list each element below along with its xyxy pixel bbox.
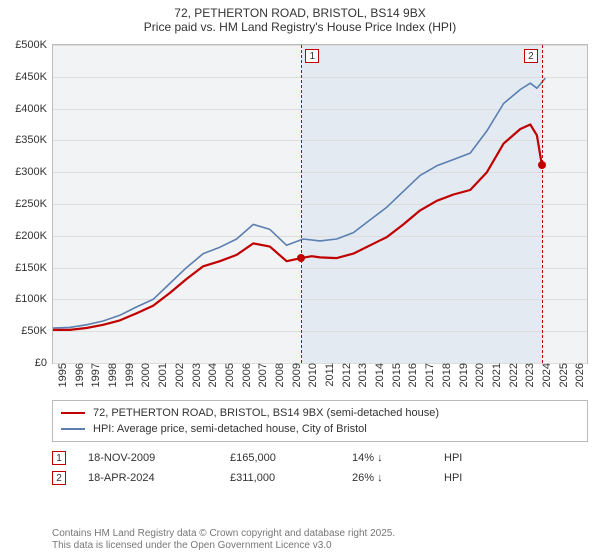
- x-axis-label: 1996: [74, 363, 86, 391]
- events-table: 1 18-NOV-2009 £165,000 14% HPI 2 18-APR-…: [52, 448, 588, 488]
- x-axis-label: 2024: [541, 363, 553, 391]
- event-vs: HPI: [444, 472, 462, 484]
- legend-swatch-subject: [61, 412, 85, 415]
- chart-title-line2: Price paid vs. HM Land Registry's House …: [0, 20, 600, 34]
- x-axis-label: 2022: [508, 363, 520, 391]
- x-axis-label: 2012: [341, 363, 353, 391]
- event-delta: 14%: [352, 452, 442, 464]
- chart-series-svg: [53, 45, 587, 363]
- marker-line: [301, 45, 302, 363]
- x-axis-label: 2006: [241, 363, 253, 391]
- x-axis-label: 2001: [157, 363, 169, 391]
- y-axis-label: £500K: [15, 39, 53, 51]
- x-axis-label: 1995: [57, 363, 69, 391]
- event-badge: 2: [52, 471, 66, 485]
- y-axis-label: £250K: [15, 198, 53, 210]
- marker-dot: [538, 161, 546, 169]
- y-axis-label: £200K: [15, 230, 53, 242]
- x-axis-label: 2019: [458, 363, 470, 391]
- marker-badge: 2: [524, 49, 538, 63]
- x-axis-label: 2020: [474, 363, 486, 391]
- x-axis-label: 1998: [107, 363, 119, 391]
- y-axis-label: £0: [35, 357, 53, 369]
- legend-label-subject: 72, PETHERTON ROAD, BRISTOL, BS14 9BX (s…: [93, 407, 439, 419]
- marker-badge: 1: [305, 49, 319, 63]
- y-axis-label: £150K: [15, 262, 53, 274]
- x-axis-label: 2007: [257, 363, 269, 391]
- x-axis-label: 2014: [374, 363, 386, 391]
- y-axis-label: £400K: [15, 103, 53, 115]
- x-axis-label: 2000: [140, 363, 152, 391]
- x-axis-label: 2013: [357, 363, 369, 391]
- event-price: £165,000: [230, 452, 350, 464]
- marker-dot: [297, 254, 305, 262]
- x-axis-label: 2021: [491, 363, 503, 391]
- legend: 72, PETHERTON ROAD, BRISTOL, BS14 9BX (s…: [52, 400, 588, 442]
- legend-swatch-hpi: [61, 428, 85, 430]
- legend-item-subject: 72, PETHERTON ROAD, BRISTOL, BS14 9BX (s…: [61, 405, 579, 421]
- footnote-line1: Contains HM Land Registry data © Crown c…: [52, 528, 588, 540]
- x-axis-label: 2002: [174, 363, 186, 391]
- arrow-down-icon: [377, 452, 383, 464]
- event-delta: 26%: [352, 472, 442, 484]
- chart-title-line1: 72, PETHERTON ROAD, BRISTOL, BS14 9BX: [0, 6, 600, 20]
- y-axis-label: £450K: [15, 71, 53, 83]
- x-axis-label: 2026: [574, 363, 586, 391]
- x-axis-label: 2018: [441, 363, 453, 391]
- event-row: 1 18-NOV-2009 £165,000 14% HPI: [52, 448, 588, 468]
- event-row: 2 18-APR-2024 £311,000 26% HPI: [52, 468, 588, 488]
- x-axis-label: 2008: [274, 363, 286, 391]
- y-axis-label: £350K: [15, 134, 53, 146]
- legend-item-hpi: HPI: Average price, semi-detached house,…: [61, 421, 579, 437]
- x-axis-label: 2003: [191, 363, 203, 391]
- x-axis-label: 2016: [407, 363, 419, 391]
- event-vs: HPI: [444, 452, 462, 464]
- x-axis-label: 2017: [424, 363, 436, 391]
- y-axis-label: £50K: [21, 325, 53, 337]
- x-axis-label: 2025: [558, 363, 570, 391]
- arrow-down-icon: [377, 472, 383, 484]
- x-axis-label: 2011: [324, 363, 336, 391]
- x-axis-label: 2010: [307, 363, 319, 391]
- x-axis-label: 2023: [524, 363, 536, 391]
- price-chart: £0£50K£100K£150K£200K£250K£300K£350K£400…: [52, 44, 588, 364]
- y-axis-label: £100K: [15, 293, 53, 305]
- event-date: 18-NOV-2009: [88, 452, 228, 464]
- x-axis-label: 2015: [391, 363, 403, 391]
- x-axis-label: 2009: [291, 363, 303, 391]
- event-badge: 1: [52, 451, 66, 465]
- chart-title-block: 72, PETHERTON ROAD, BRISTOL, BS14 9BX Pr…: [0, 0, 600, 36]
- series-line-hpi: [53, 78, 545, 328]
- footnote: Contains HM Land Registry data © Crown c…: [52, 528, 588, 552]
- y-axis-label: £300K: [15, 166, 53, 178]
- legend-label-hpi: HPI: Average price, semi-detached house,…: [93, 423, 367, 435]
- x-axis-label: 1997: [90, 363, 102, 391]
- x-axis-label: 1999: [124, 363, 136, 391]
- series-line-subject_property: [53, 125, 542, 330]
- x-axis-label: 2004: [207, 363, 219, 391]
- event-date: 18-APR-2024: [88, 472, 228, 484]
- footnote-line2: This data is licensed under the Open Gov…: [52, 540, 588, 552]
- event-price: £311,000: [230, 472, 350, 484]
- marker-line: [542, 45, 543, 363]
- x-axis-label: 2005: [224, 363, 236, 391]
